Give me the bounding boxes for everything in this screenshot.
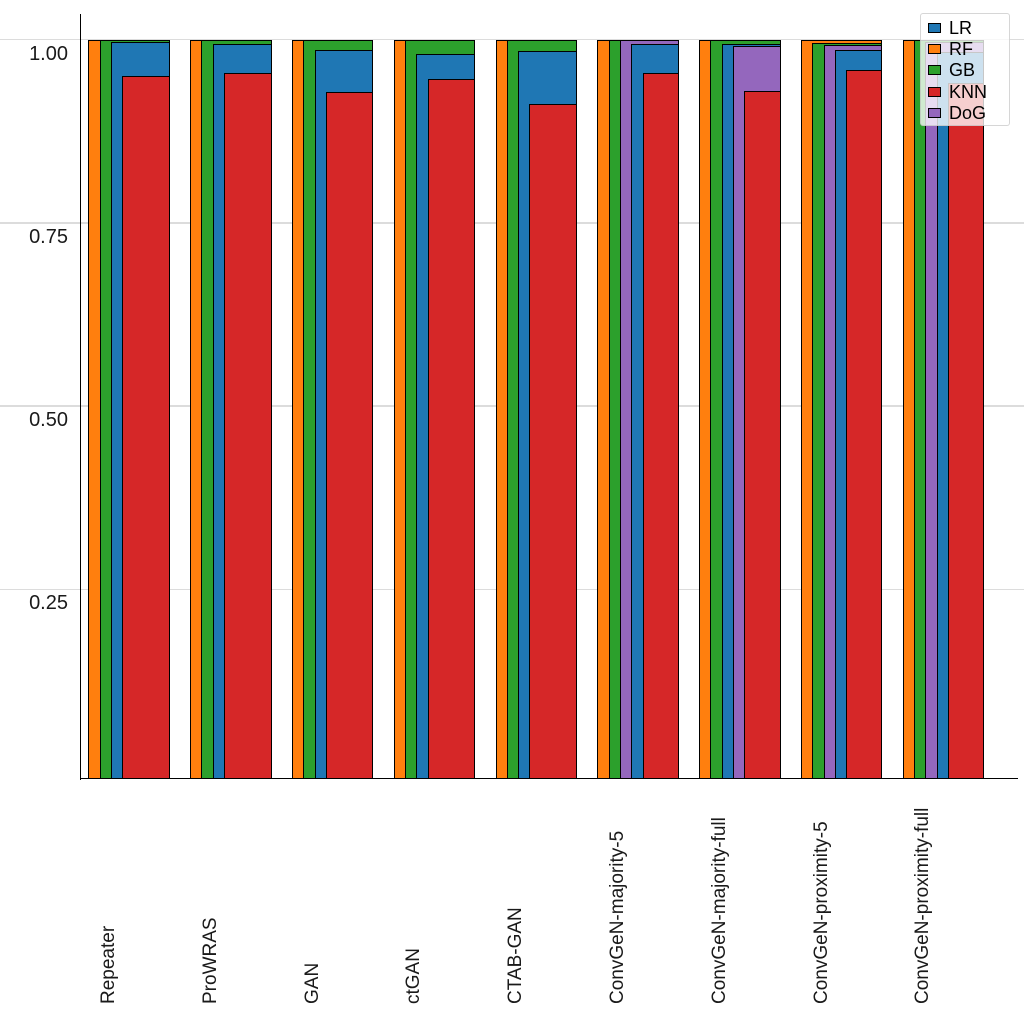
y-tick-label-0.75: 0.75 — [29, 225, 68, 248]
legend-row-KNN: KNN — [928, 81, 1009, 102]
x-tick-label-Repeater: Repeater — [98, 925, 120, 1004]
legend-label-RF: RF — [949, 38, 973, 59]
x-tick-label-ConvGeN-proximity-full: ConvGeN-proximity-full — [912, 807, 934, 1004]
bar-ConvGeN-majority-5-KNN — [642, 73, 679, 780]
bar-Repeater-KNN — [122, 76, 170, 780]
bar-ConvGeN-proximity-5-KNN — [846, 70, 883, 780]
x-tick-label-CTAB-GAN: CTAB-GAN — [505, 907, 527, 1004]
y-tick-label-0.50: 0.50 — [29, 409, 68, 432]
bar-ctGAN-KNN — [427, 79, 476, 780]
legend-swatch-LR — [928, 22, 941, 33]
legend-swatch-RF — [928, 43, 941, 54]
x-tick-label-ProWRAS: ProWRAS — [199, 917, 221, 1004]
y-tick-label-1.00: 1.00 — [29, 42, 68, 65]
y-axis-line — [79, 14, 82, 780]
x-tick-label-GAN: GAN — [301, 962, 323, 1004]
x-tick-label-ConvGeN-proximity-5: ConvGeN-proximity-5 — [810, 821, 832, 1004]
legend-label-KNN: KNN — [949, 81, 988, 102]
legend-swatch-GB — [928, 65, 941, 76]
x-tick-label-ctGAN: ctGAN — [403, 948, 425, 1004]
legend-label-LR: LR — [949, 17, 973, 38]
legend-row-RF: RF — [928, 38, 1009, 59]
legend-row-DoG: DoG — [928, 102, 1009, 123]
x-tick-label-ConvGeN-majority-5: ConvGeN-majority-5 — [607, 830, 629, 1004]
legend-row-LR: LR — [928, 17, 1009, 38]
bar-GAN-KNN — [325, 91, 374, 780]
y-tick-label-0.25: 0.25 — [29, 592, 68, 615]
legend-swatch-KNN — [928, 86, 941, 97]
legend-row-GB: GB — [928, 60, 1009, 81]
bar-ProWRAS-KNN — [224, 73, 272, 780]
legend-label-GB: GB — [949, 60, 976, 81]
bar-CTAB-GAN-KNN — [529, 104, 577, 780]
x-tick-label-ConvGeN-majority-full: ConvGeN-majority-full — [708, 817, 730, 1004]
bar-ConvGeN-proximity-full-KNN — [947, 82, 985, 780]
legend: LR RF GB KNN DoG — [920, 13, 1010, 126]
legend-swatch-DoG — [928, 107, 941, 118]
legend-label-DoG: DoG — [949, 102, 987, 123]
bar-ConvGeN-majority-full-KNN — [744, 90, 781, 780]
